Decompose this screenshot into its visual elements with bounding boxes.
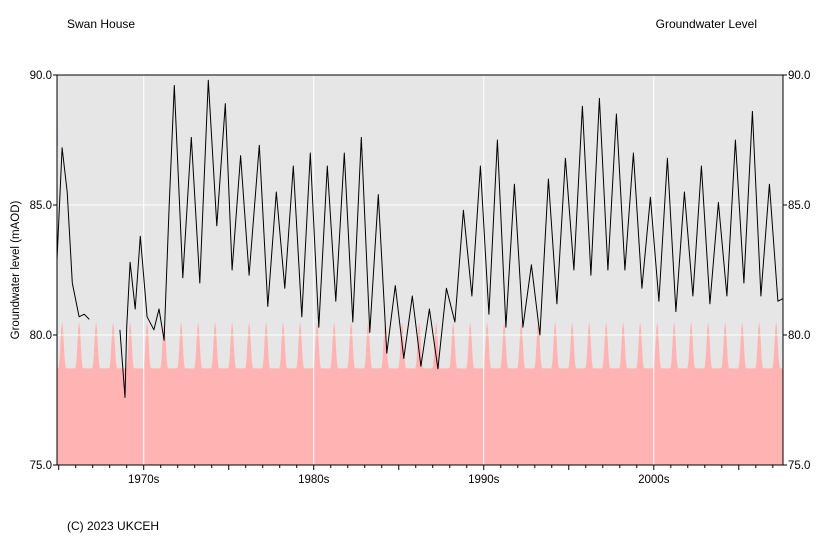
grid-lines [57, 75, 783, 465]
level-series [56, 79, 784, 398]
y-tick-labels-right: 75.0 80.0 85.0 90.0 [788, 70, 810, 472]
y-tick-label-right: 75.0 [788, 460, 810, 472]
y-tick-label-left: 85.0 [30, 200, 52, 212]
y-tick-labels-left: 75.0 80.0 85.0 90.0 [30, 70, 52, 472]
x-tick-labels: 1970s 1980s 1990s 2000s [128, 474, 670, 486]
x-tick-label: 1970s [128, 474, 160, 486]
low-level-band [57, 322, 783, 465]
groundwater-level-line [56, 79, 784, 398]
x-tick-label: 1990s [468, 474, 500, 486]
axes [53, 74, 787, 470]
low-band-area [57, 322, 783, 465]
y-tick-label-left: 75.0 [30, 460, 52, 472]
copyright-notice: (C) 2023 UKCEH [67, 519, 160, 533]
site-name: Swan House [67, 17, 136, 31]
y-tick-label-right: 80.0 [788, 330, 810, 342]
chart-title: Groundwater Level [655, 17, 757, 31]
y-tick-label-left: 80.0 [30, 330, 52, 342]
x-tick-label: 2000s [638, 474, 670, 486]
y-tick-label-left: 90.0 [30, 70, 52, 82]
y-tick-label-right: 90.0 [788, 70, 810, 82]
plot-frame [56, 74, 784, 466]
y-axis-label: Groundwater level (mAOD) [10, 200, 22, 339]
x-tick-label: 1980s [298, 474, 330, 486]
y-tick-label-right: 85.0 [788, 200, 810, 212]
